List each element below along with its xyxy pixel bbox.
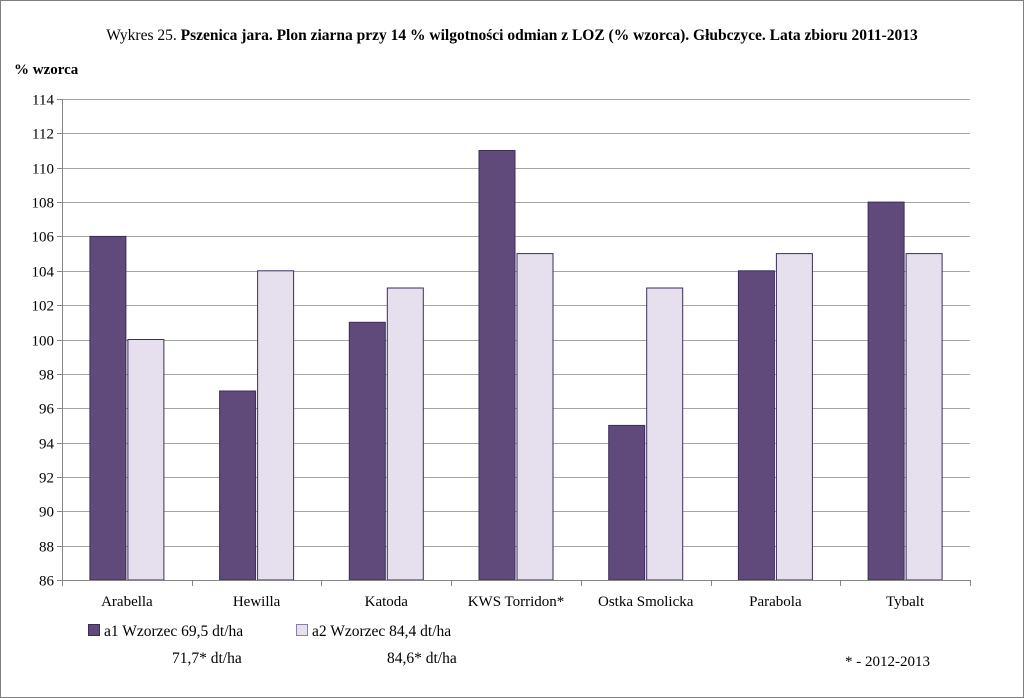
x-axis-ticks: Arabella Hewilla Katoda KWS Torridon* Ostka …: [62, 580, 971, 610]
y-tick-label: 108: [32, 196, 55, 212]
bar-a1: [219, 390, 257, 581]
x-tick-label: Hewilla: [233, 594, 281, 610]
y-axis-unit-label: % wzorca: [14, 62, 79, 78]
footnote: * - 2012-2013: [845, 654, 930, 670]
chart-title: Wykres 25. Pszenica jara. Plon ziarna pr…: [0, 27, 1024, 45]
bar-a1: [89, 235, 127, 581]
y-tick-label: 86: [39, 574, 55, 590]
legend-swatch-a1: [88, 624, 100, 636]
y-tick-label: 104: [32, 265, 55, 281]
bar-a1: [737, 270, 775, 581]
bar-a1: [478, 150, 516, 581]
y-tick-label: 112: [32, 127, 54, 143]
x-tick-label: Ostka Smolicka: [598, 594, 694, 610]
legend-label-a1: a1 Wzorzec 69,5 dt/ha: [104, 623, 244, 640]
gridlines: [62, 99, 970, 547]
axes: [62, 99, 970, 581]
y-tick-label: 96: [39, 402, 55, 418]
x-tick-label: KWS Torridon*: [468, 594, 565, 610]
bar-a2: [516, 253, 554, 581]
chart-title-prefix: Wykres 25.: [106, 27, 177, 44]
legend-item-a1: a1 Wzorzec 69,5 dt/ha: [88, 623, 243, 641]
legend-note-a1: 71,7* dt/ha: [172, 650, 242, 667]
y-axis-ticks: 86 88 90 92 94 96 98 100 102 104 106 108 110 112 114: [32, 93, 62, 590]
y-tick-label: 94: [39, 437, 55, 453]
bar-a1: [608, 424, 646, 581]
bar-a2: [386, 287, 424, 581]
bar-a2: [127, 339, 165, 581]
y-tick-label: 92: [39, 471, 54, 487]
legend-note-a2: 84,6* dt/ha: [387, 650, 457, 667]
bar-a2: [257, 270, 295, 581]
legend-swatch-a2: [296, 624, 308, 636]
y-tick-label: 90: [39, 505, 54, 521]
bar-a2: [775, 253, 813, 581]
bars: [89, 150, 943, 581]
x-tick-label: Arabella: [101, 594, 153, 610]
legend-item-a2: a2 Wzorzec 84,4 dt/ha: [296, 623, 451, 641]
y-tick-label: 106: [32, 230, 55, 246]
bar-a2: [646, 287, 684, 581]
x-tick-label: Parabola: [749, 594, 802, 610]
x-tick-label: Katoda: [365, 594, 409, 610]
bar-a1: [867, 201, 905, 581]
y-tick-label: 88: [39, 540, 54, 556]
y-tick-label: 100: [32, 334, 55, 350]
x-tick-label: Tybalt: [886, 594, 925, 610]
y-tick-label: 98: [39, 368, 54, 384]
bar-a2: [905, 253, 943, 581]
y-tick-label: 114: [32, 93, 54, 109]
y-tick-label: 102: [32, 299, 55, 315]
bar-a1: [348, 321, 386, 581]
legend-label-a2: a2 Wzorzec 84,4 dt/ha: [312, 623, 452, 640]
y-tick-label: 110: [32, 162, 54, 178]
chart-title-main: Pszenica jara. Plon ziarna przy 14 % wil…: [180, 27, 918, 44]
